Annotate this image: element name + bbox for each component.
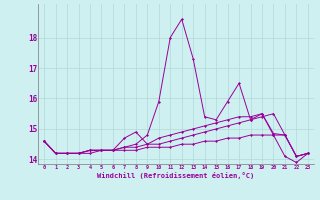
X-axis label: Windchill (Refroidissement éolien,°C): Windchill (Refroidissement éolien,°C) <box>97 172 255 179</box>
